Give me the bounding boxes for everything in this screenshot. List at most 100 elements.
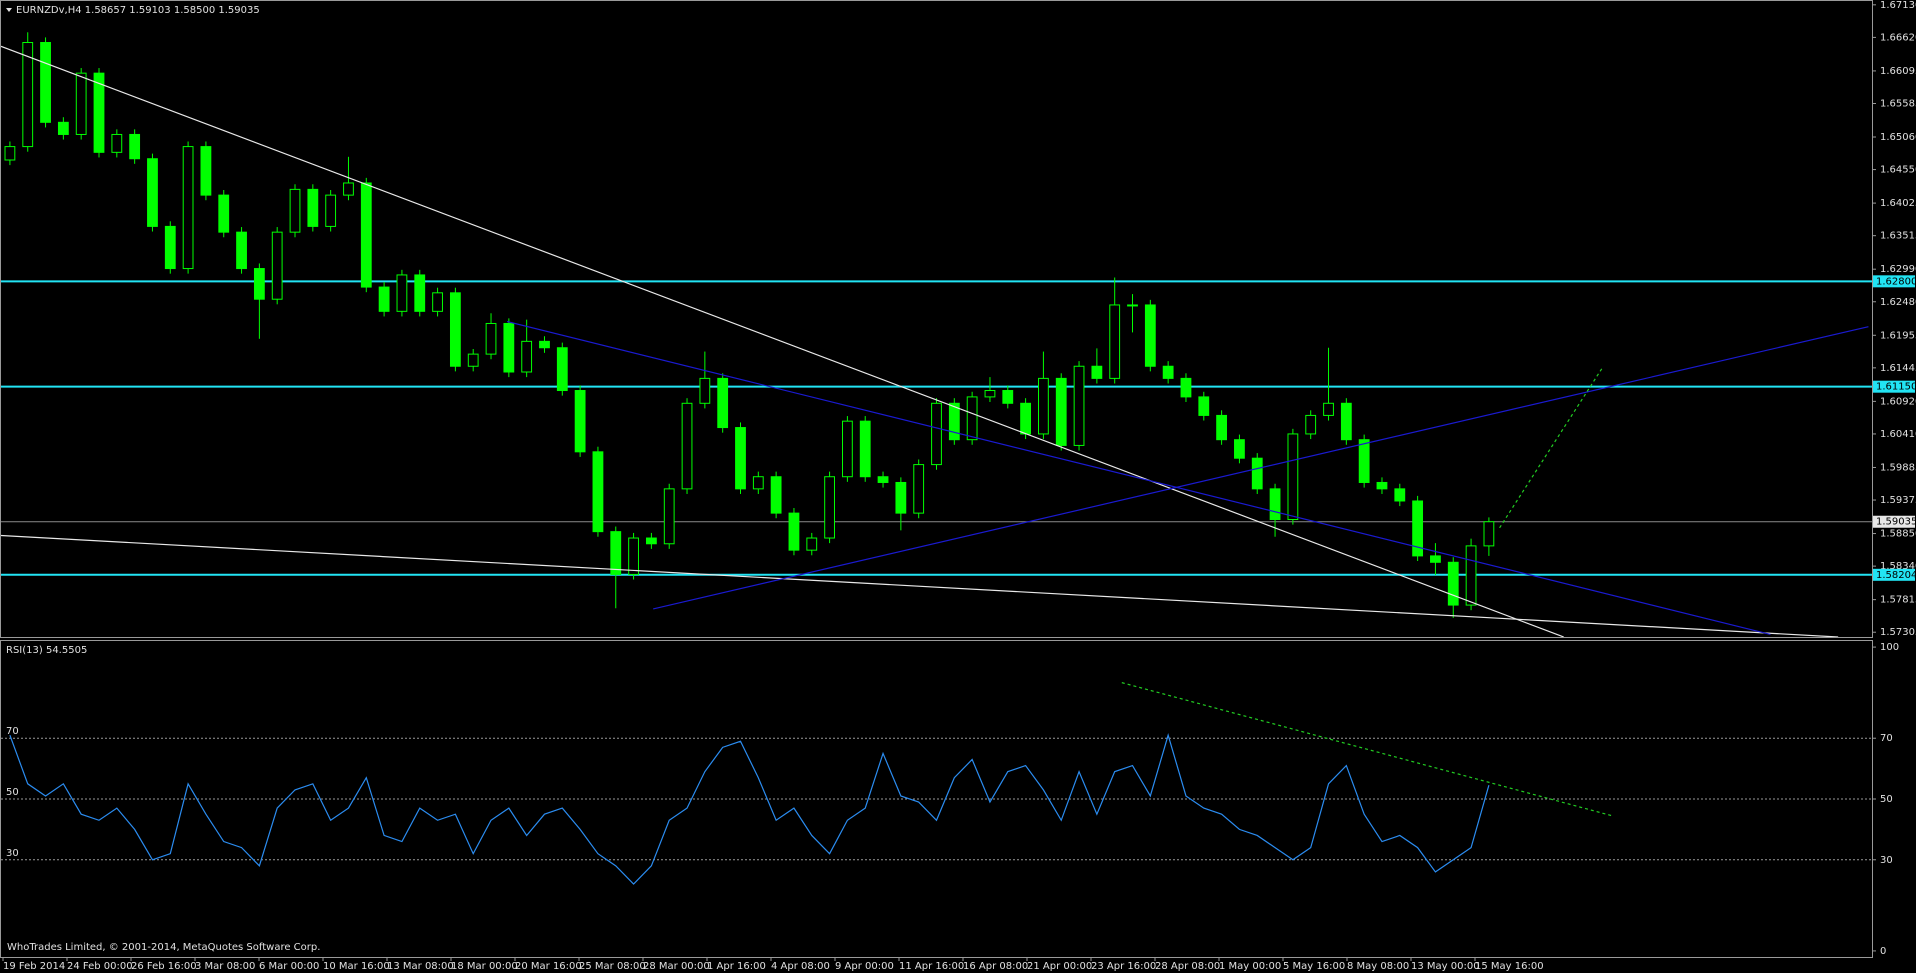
- x-tick-label: 23 Apr 16:00: [1091, 961, 1156, 972]
- candle-body: [22, 42, 34, 148]
- candle-body: [325, 194, 337, 227]
- candle-body: [806, 537, 818, 551]
- y-tick-label: 0: [1880, 946, 1886, 957]
- candle-body: [1180, 377, 1192, 398]
- candle-body: [1358, 439, 1370, 483]
- x-tick-label: 13 May 00:00: [1411, 961, 1480, 972]
- candle-body: [788, 512, 800, 551]
- x-tick-label: 5 May 16:00: [1283, 961, 1345, 972]
- y-tick-label: 1.57815: [1880, 595, 1916, 606]
- trendline: [653, 326, 1869, 610]
- candle-body: [485, 322, 497, 355]
- plot-area: [1, 32, 1872, 637]
- candle-body: [1091, 365, 1103, 379]
- candle-body: [1394, 488, 1406, 502]
- candle-body: [432, 292, 443, 312]
- x-tick-label: 1 Apr 16:00: [707, 961, 766, 972]
- candle-body: [1038, 377, 1049, 435]
- candle-body: [1483, 521, 1495, 547]
- y-tick-label: 1.60920: [1880, 396, 1916, 407]
- main-frame: [0, 0, 1873, 638]
- candle-body: [1305, 414, 1317, 435]
- price-level-label: 1.61150: [1876, 382, 1916, 393]
- candle-body: [1055, 377, 1067, 446]
- menu-triangle[interactable]: [6, 8, 12, 12]
- price-level-label: 1.58204: [1876, 570, 1916, 581]
- candle-body: [735, 427, 746, 490]
- candle-body: [931, 402, 942, 466]
- candle-body: [129, 133, 141, 160]
- candle-body: [1269, 488, 1281, 521]
- x-tick-label: 1 May 00:00: [1219, 961, 1281, 972]
- x-tick-label: 25 Mar 08:00: [579, 961, 646, 972]
- candle-body: [699, 377, 711, 404]
- candle-body: [842, 420, 853, 478]
- y-tick-label: 70: [1880, 733, 1893, 744]
- rsi-level-label: 50: [6, 787, 19, 798]
- x-tick-label: 21 Apr 00:00: [1027, 961, 1092, 972]
- candle-body: [539, 340, 550, 349]
- y-tick-label: 1.63515: [1880, 231, 1916, 242]
- candle-body: [253, 268, 265, 300]
- price-level-box: [1873, 275, 1915, 288]
- y-tick-label: 30: [1880, 855, 1893, 866]
- candle-body: [1234, 439, 1245, 459]
- candle-body: [307, 188, 319, 227]
- candle-body: [414, 274, 426, 312]
- candle-body: [1109, 304, 1121, 379]
- candle-body: [75, 72, 87, 135]
- candle-body: [236, 231, 247, 270]
- x-tick-label: 26 Feb 16:00: [131, 961, 197, 972]
- candle-body: [360, 182, 372, 288]
- candle-body: [1412, 500, 1424, 557]
- candle-body: [984, 390, 996, 398]
- candle-body: [948, 402, 960, 441]
- candle-body: [877, 476, 889, 483]
- candle-body: [271, 231, 283, 300]
- x-tick-label: 18 Mar 00:00: [451, 961, 518, 972]
- x-tick-label: 19 Feb 2014: [3, 961, 65, 972]
- y-tick-label: 1.67130: [1880, 0, 1916, 11]
- candle-body: [966, 396, 978, 441]
- price-level-label: 1.59035: [1876, 517, 1916, 528]
- candle-body: [93, 72, 105, 153]
- plot-area: [1, 682, 1872, 885]
- trendline: [506, 320, 1771, 636]
- x-tick-label: 4 Apr 08:00: [771, 961, 830, 972]
- candle-body: [1002, 390, 1014, 404]
- candle-body: [378, 286, 390, 312]
- rsi-level-label: 70: [6, 726, 19, 737]
- trendline: [1, 534, 1839, 637]
- candle-body: [717, 377, 729, 429]
- candle-body: [449, 292, 461, 367]
- y-tick-label: 1.60410: [1880, 429, 1916, 440]
- candle-body: [1020, 402, 1031, 435]
- candle-body: [1287, 433, 1299, 521]
- candle-body: [859, 420, 871, 478]
- y-tick-label: 1.65585: [1880, 98, 1916, 109]
- copyright: WhoTrades Limited, © 2001-2014, MetaQuot…: [7, 942, 320, 953]
- candle-body: [1162, 365, 1174, 379]
- y-tick-label: 1.64550: [1880, 165, 1916, 176]
- x-tick-label: 24 Feb 00:00: [67, 961, 133, 972]
- y-tick-label: 1.61445: [1880, 363, 1916, 374]
- y-tick-label: 1.58340: [1880, 561, 1916, 572]
- y-tick-label: 50: [1880, 794, 1893, 805]
- y-tick-label: 100: [1880, 642, 1899, 653]
- candle-body: [610, 531, 622, 575]
- rsi-line: [9, 733, 1490, 885]
- x-tick-label: 16 Apr 08:00: [963, 961, 1028, 972]
- candle-body: [556, 347, 568, 392]
- candle-body: [343, 182, 354, 196]
- candle-body: [592, 451, 604, 533]
- candle-body: [503, 322, 515, 373]
- x-tick-label: 10 Mar 16:00: [323, 961, 390, 972]
- candle-body: [895, 481, 907, 514]
- x-tick-label: 28 Apr 08:00: [1155, 961, 1220, 972]
- y-tick-label: 1.62990: [1880, 264, 1916, 275]
- candle-body: [1430, 555, 1441, 563]
- x-tick-label: 11 Apr 16:00: [899, 961, 964, 972]
- price-level-box: [1873, 380, 1915, 393]
- candle-body: [1073, 365, 1085, 446]
